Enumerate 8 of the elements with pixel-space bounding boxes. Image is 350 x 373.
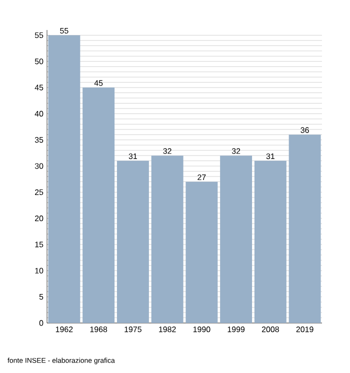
- bar: [254, 160, 286, 323]
- bar: [116, 160, 149, 323]
- bar: [151, 156, 184, 323]
- bar: [82, 88, 115, 323]
- bar: [186, 182, 218, 323]
- bar: [288, 134, 321, 323]
- bar: [220, 156, 252, 323]
- bar: [48, 35, 80, 323]
